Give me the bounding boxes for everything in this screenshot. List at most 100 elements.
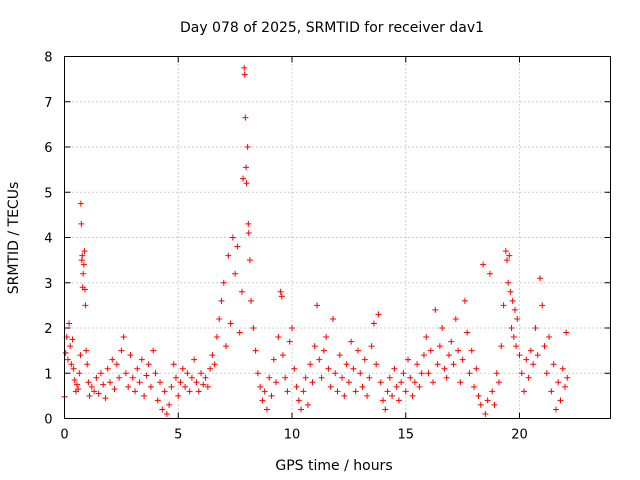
x-tick-label-4: 20 [511,428,528,443]
data-point-0-236 [530,361,537,368]
data-point-0-196 [450,361,457,368]
data-point-0-207 [475,392,482,399]
data-point-0-55 [147,383,154,390]
data-point-0-201 [461,297,468,304]
data-point-0-163 [375,311,382,318]
data-point-0-231 [518,370,525,377]
data-point-0-219 [502,248,509,255]
data-point-0-179 [411,379,418,386]
data-point-0-57 [152,370,159,377]
data-point-0-77 [198,370,204,377]
data-point-0-80 [204,383,211,390]
data-point-0-121 [279,352,286,359]
data-point-0-81 [207,365,214,372]
data-point-0-27 [85,379,92,386]
data-point-0-174 [400,370,407,377]
data-point-0-69 [179,365,186,372]
data-point-0-59 [157,379,164,386]
data-point-0-199 [457,379,464,386]
data-point-0-67 [175,392,182,399]
data-point-0-168 [386,374,393,381]
data-point-0-245 [550,361,557,368]
data-point-0-119 [277,288,284,295]
data-point-0-20 [80,270,87,277]
data-point-0-110 [257,383,264,390]
data-point-0-162 [373,361,380,368]
data-point-0-13 [76,370,83,377]
data-point-0-187 [430,379,437,386]
data-point-0-46 [127,352,134,359]
data-point-0-43 [120,334,127,341]
data-point-0-247 [555,379,562,386]
data-point-0-107 [250,325,257,331]
data-point-0-86 [218,297,225,304]
data-point-0-123 [284,388,291,395]
data-point-0-144 [332,370,339,377]
data-point-0-171 [393,383,400,390]
chart-title: Day 078 of 2025, SRMTID for receiver dav… [180,20,484,36]
data-point-0-84 [213,334,220,341]
data-point-0-28 [86,392,93,399]
data-point-0-93 [234,243,241,250]
data-point-0-185 [425,370,432,377]
data-point-0-87 [220,279,227,286]
data-point-0-4 [66,320,73,327]
data-point-0-227 [511,306,518,313]
data-point-0-96 [240,175,247,182]
data-point-0-11 [74,381,81,388]
data-point-0-48 [132,388,139,395]
data-point-0-200 [459,356,466,363]
data-point-0-177 [407,374,414,381]
data-point-0-125 [289,325,295,331]
data-point-0-189 [434,361,441,368]
data-point-0-106 [248,297,255,304]
data-point-0-210 [482,410,489,417]
y-tick-label-3: 3 [44,277,52,292]
y-tick-label-6: 6 [44,141,52,156]
data-point-0-133 [307,361,314,368]
data-point-0-34 [100,381,107,388]
data-point-0-3 [64,356,71,363]
data-point-0-39 [111,386,118,393]
y-tick-label-1: 1 [44,367,52,382]
data-point-0-74 [191,356,198,363]
data-point-0-115 [268,392,275,399]
data-point-0-26 [84,361,91,368]
data-point-0-186 [427,347,434,354]
data-point-0-32 [95,390,102,397]
data-point-0-134 [309,379,316,386]
data-point-0-65 [170,361,177,368]
data-point-0-137 [316,356,323,363]
data-point-0-41 [116,374,123,381]
data-point-0-153 [352,388,359,395]
data-point-0-238 [534,352,541,359]
data-point-0-126 [291,365,298,372]
data-point-0-208 [477,401,484,408]
y-axis-label: SRMTID / TECUs [6,182,22,295]
data-point-0-82 [209,352,216,359]
data-point-0-170 [391,365,398,372]
data-point-0-157 [361,356,368,363]
data-point-0-155 [357,370,364,377]
data-point-0-127 [293,383,300,390]
data-point-0-166 [382,406,389,413]
data-point-0-240 [539,302,546,309]
data-point-0-156 [359,383,366,390]
data-point-0-122 [282,374,289,381]
data-point-0-150 [345,379,352,386]
data-point-0-118 [275,334,282,341]
data-point-0-242 [543,370,550,377]
data-point-0-31 [93,374,100,381]
data-point-0-21 [80,261,87,268]
data-point-0-235 [527,347,534,354]
data-point-0-95 [238,288,245,295]
data-point-0-128 [295,397,302,404]
data-point-0-234 [525,374,532,381]
data-point-0-142 [327,383,334,390]
data-point-0-130 [300,388,307,395]
data-point-0-230 [516,352,523,359]
data-point-0-25 [83,347,90,354]
data-point-0-52 [141,392,148,399]
data-point-0-61 [161,388,168,395]
data-point-0-197 [452,315,459,322]
